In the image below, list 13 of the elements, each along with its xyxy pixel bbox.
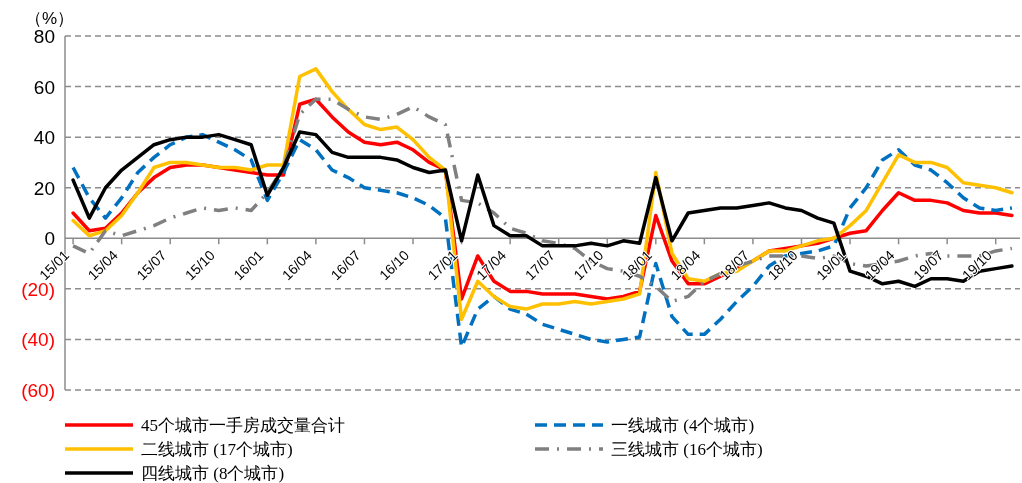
y-tick-label: 60 [33,76,55,98]
legend-label: 一线城市 (4个城市) [611,416,755,435]
legend-label: 四线城市 (8个城市) [141,464,285,483]
y-tick-label: 80 [33,26,55,47]
y-axis-title: （%） [25,9,75,28]
y-tick-label: 40 [33,127,55,149]
legend-label: 二线城市 (17个城市) [141,440,293,459]
y-tick-label: (40) [21,329,55,351]
y-tick-label: 20 [33,177,55,199]
y-tick-label: (60) [21,380,55,401]
legend-label: 45个城市一手房成交量合计 [141,416,345,435]
y-tick-label: 0 [44,228,55,250]
legend-label: 三线城市 (16个城市) [611,440,763,459]
